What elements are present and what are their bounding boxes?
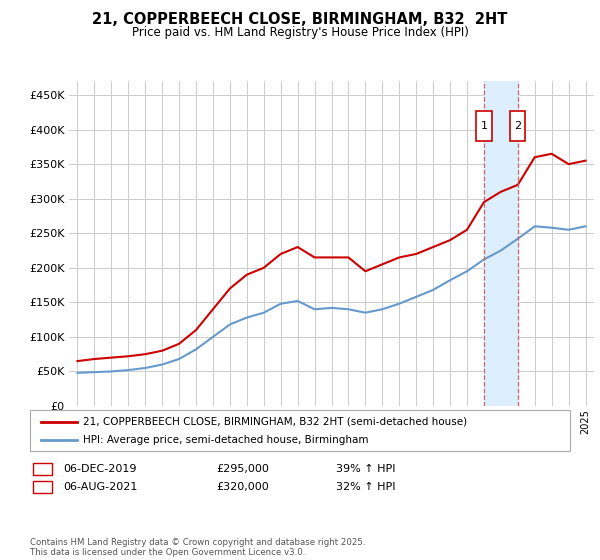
Text: Contains HM Land Registry data © Crown copyright and database right 2025.
This d: Contains HM Land Registry data © Crown c… xyxy=(30,538,365,557)
Text: £295,000: £295,000 xyxy=(216,464,269,474)
Text: £320,000: £320,000 xyxy=(216,482,269,492)
Bar xyxy=(484,81,518,406)
Text: 39% ↑ HPI: 39% ↑ HPI xyxy=(336,464,395,474)
Text: 06-DEC-2019: 06-DEC-2019 xyxy=(63,464,137,474)
FancyBboxPatch shape xyxy=(476,111,491,141)
FancyBboxPatch shape xyxy=(510,111,526,141)
Text: 32% ↑ HPI: 32% ↑ HPI xyxy=(336,482,395,492)
Text: 1: 1 xyxy=(39,464,46,474)
Text: HPI: Average price, semi-detached house, Birmingham: HPI: Average price, semi-detached house,… xyxy=(83,435,368,445)
Text: 1: 1 xyxy=(481,121,487,131)
Text: 21, COPPERBEECH CLOSE, BIRMINGHAM, B32 2HT (semi-detached house): 21, COPPERBEECH CLOSE, BIRMINGHAM, B32 2… xyxy=(83,417,467,427)
Text: 06-AUG-2021: 06-AUG-2021 xyxy=(63,482,137,492)
Text: 21, COPPERBEECH CLOSE, BIRMINGHAM, B32  2HT: 21, COPPERBEECH CLOSE, BIRMINGHAM, B32 2… xyxy=(92,12,508,27)
Text: 2: 2 xyxy=(514,121,521,131)
Text: Price paid vs. HM Land Registry's House Price Index (HPI): Price paid vs. HM Land Registry's House … xyxy=(131,26,469,39)
Text: 2: 2 xyxy=(39,482,46,492)
